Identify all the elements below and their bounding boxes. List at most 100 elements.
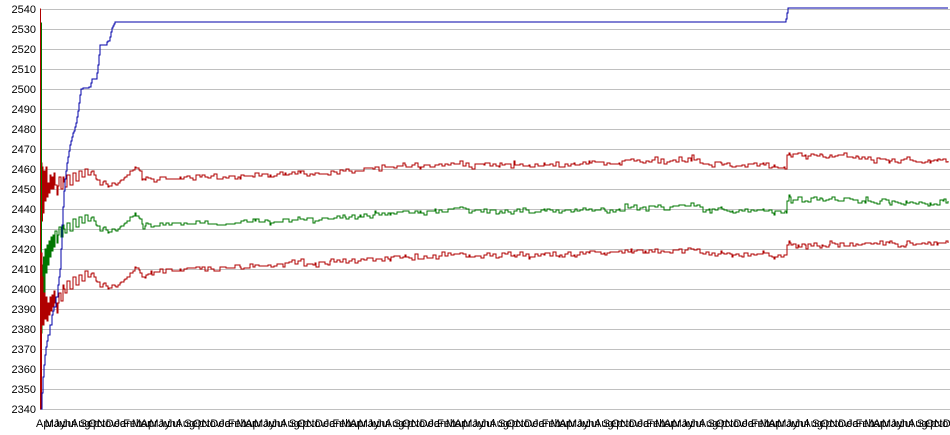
- x-tick-label: Dec: [734, 418, 754, 430]
- y-tick-label: 2410: [12, 264, 36, 276]
- x-tick-label: May: [359, 418, 380, 430]
- x-tick-label: Oct: [507, 418, 524, 430]
- x-tick-label: May: [568, 418, 589, 430]
- x-tick-label: Apr: [768, 418, 785, 430]
- y-tick-label: 2430: [12, 224, 36, 236]
- x-tick-label: May: [882, 418, 903, 430]
- y-tick-label: 2440: [12, 204, 36, 216]
- x-tick-label: Jun: [263, 418, 281, 430]
- x-tick-label: Jun: [158, 418, 176, 430]
- x-tick-label: Sep: [917, 418, 937, 430]
- x-tick-label: Aug: [908, 418, 928, 430]
- x-tick-label: Jan: [114, 418, 132, 430]
- x-tick-label: Sep: [707, 418, 727, 430]
- x-tick-label: Nov: [620, 418, 640, 430]
- x-tick-label: Jul: [167, 418, 181, 430]
- x-tick-label: Dec: [524, 418, 544, 430]
- x-tick-label: Aug: [594, 418, 614, 430]
- x-axis-labels: AprMayJunJulAugSepOctNovDecJanFebMarAprM…: [36, 418, 950, 430]
- y-tick-label: 2500: [12, 84, 36, 96]
- x-tick-label: Aug: [71, 418, 91, 430]
- x-tick-label: Aug: [176, 418, 196, 430]
- y-tick-label: 2380: [12, 324, 36, 336]
- x-tick-label: Dec: [315, 418, 335, 430]
- x-tick-label: Jan: [638, 418, 656, 430]
- x-tick-label: Nov: [202, 418, 222, 430]
- x-tick-label: May: [463, 418, 484, 430]
- x-tick-label: Nov: [830, 418, 850, 430]
- x-tick-label: Jul: [376, 418, 390, 430]
- x-tick-label: Apr: [350, 418, 367, 430]
- x-tick-label: Feb: [332, 418, 351, 430]
- x-tick-label: Mar: [655, 418, 674, 430]
- x-tick-label: Feb: [646, 418, 665, 430]
- x-tick-label: Jul: [481, 418, 495, 430]
- x-tick-label: Sep: [394, 418, 414, 430]
- x-tick-label: Jan: [742, 418, 760, 430]
- x-tick-label: Dec: [106, 418, 126, 430]
- y-tick-label: 2350: [12, 384, 36, 396]
- x-tick-label: Oct: [298, 418, 315, 430]
- series-lower-band: [40, 16, 949, 410]
- x-tick-label: Sep: [184, 418, 204, 430]
- x-tick-label: Mar: [446, 418, 465, 430]
- x-tick-label: Feb: [228, 418, 247, 430]
- x-tick-label: Jul: [271, 418, 285, 430]
- x-tick-label: Jun: [681, 418, 699, 430]
- y-tick-label: 2450: [12, 184, 36, 196]
- y-tick-label: 2530: [12, 24, 36, 36]
- x-tick-label: Nov: [934, 418, 950, 430]
- x-tick-label: Dec: [210, 418, 230, 430]
- x-tick-label: Aug: [803, 418, 823, 430]
- x-tick-label: Aug: [385, 418, 405, 430]
- x-tick-label: Jan: [219, 418, 237, 430]
- x-tick-label: Oct: [821, 418, 838, 430]
- x-tick-label: May: [673, 418, 694, 430]
- x-tick-label: Mar: [132, 418, 151, 430]
- x-tick-label: Feb: [123, 418, 142, 430]
- x-tick-label: Jun: [786, 418, 804, 430]
- y-axis-labels: 2340 2350 2360 2370 2380 2390 2400 2410 2420 2430…: [12, 4, 36, 416]
- x-tick-label: Jan: [533, 418, 551, 430]
- x-tick-label: Jul: [690, 418, 704, 430]
- y-tick-label: 2360: [12, 364, 36, 376]
- x-tick-label: Jan: [428, 418, 446, 430]
- y-tick-label: 2400: [12, 284, 36, 296]
- y-tick-label: 2370: [12, 344, 36, 356]
- y-tick-label: 2390: [12, 304, 36, 316]
- x-tick-label: Mar: [550, 418, 569, 430]
- series-upper-band: [40, 8, 949, 370]
- y-tick-label: 2340: [12, 404, 36, 416]
- x-tick-label: Jul: [899, 418, 913, 430]
- y-tick-label: 2420: [12, 244, 36, 256]
- x-tick-label: Mar: [341, 418, 360, 430]
- x-tick-label: Apr: [245, 418, 262, 430]
- x-tick-label: Apr: [141, 418, 158, 430]
- y-tick-label: 2540: [12, 4, 36, 16]
- x-tick-label: Jun: [53, 418, 71, 430]
- x-tick-label: Sep: [80, 418, 100, 430]
- x-tick-label: Sep: [603, 418, 623, 430]
- x-tick-label: Aug: [699, 418, 719, 430]
- x-tick-label: Aug: [280, 418, 300, 430]
- x-tick-label: Jun: [891, 418, 909, 430]
- x-tick-label: May: [149, 418, 170, 430]
- x-tick-label: Nov: [97, 418, 117, 430]
- x-tick-label: Aug: [489, 418, 509, 430]
- x-tick-label: Feb: [437, 418, 456, 430]
- series-layer: [40, 7, 949, 410]
- x-tick-label: Jan: [324, 418, 342, 430]
- x-tick-label: Dec: [943, 418, 950, 430]
- x-tick-label: Dec: [838, 418, 858, 430]
- x-tick-label: May: [254, 418, 275, 430]
- y-tick-label: 2520: [12, 44, 36, 56]
- y-tick-label: 2460: [12, 164, 36, 176]
- x-tick-label: Jul: [62, 418, 76, 430]
- x-tick-label: Sep: [812, 418, 832, 430]
- x-tick-label: Apr: [559, 418, 576, 430]
- x-tick-label: Feb: [751, 418, 770, 430]
- x-tick-label: Nov: [411, 418, 431, 430]
- y-tick-label: 2490: [12, 104, 36, 116]
